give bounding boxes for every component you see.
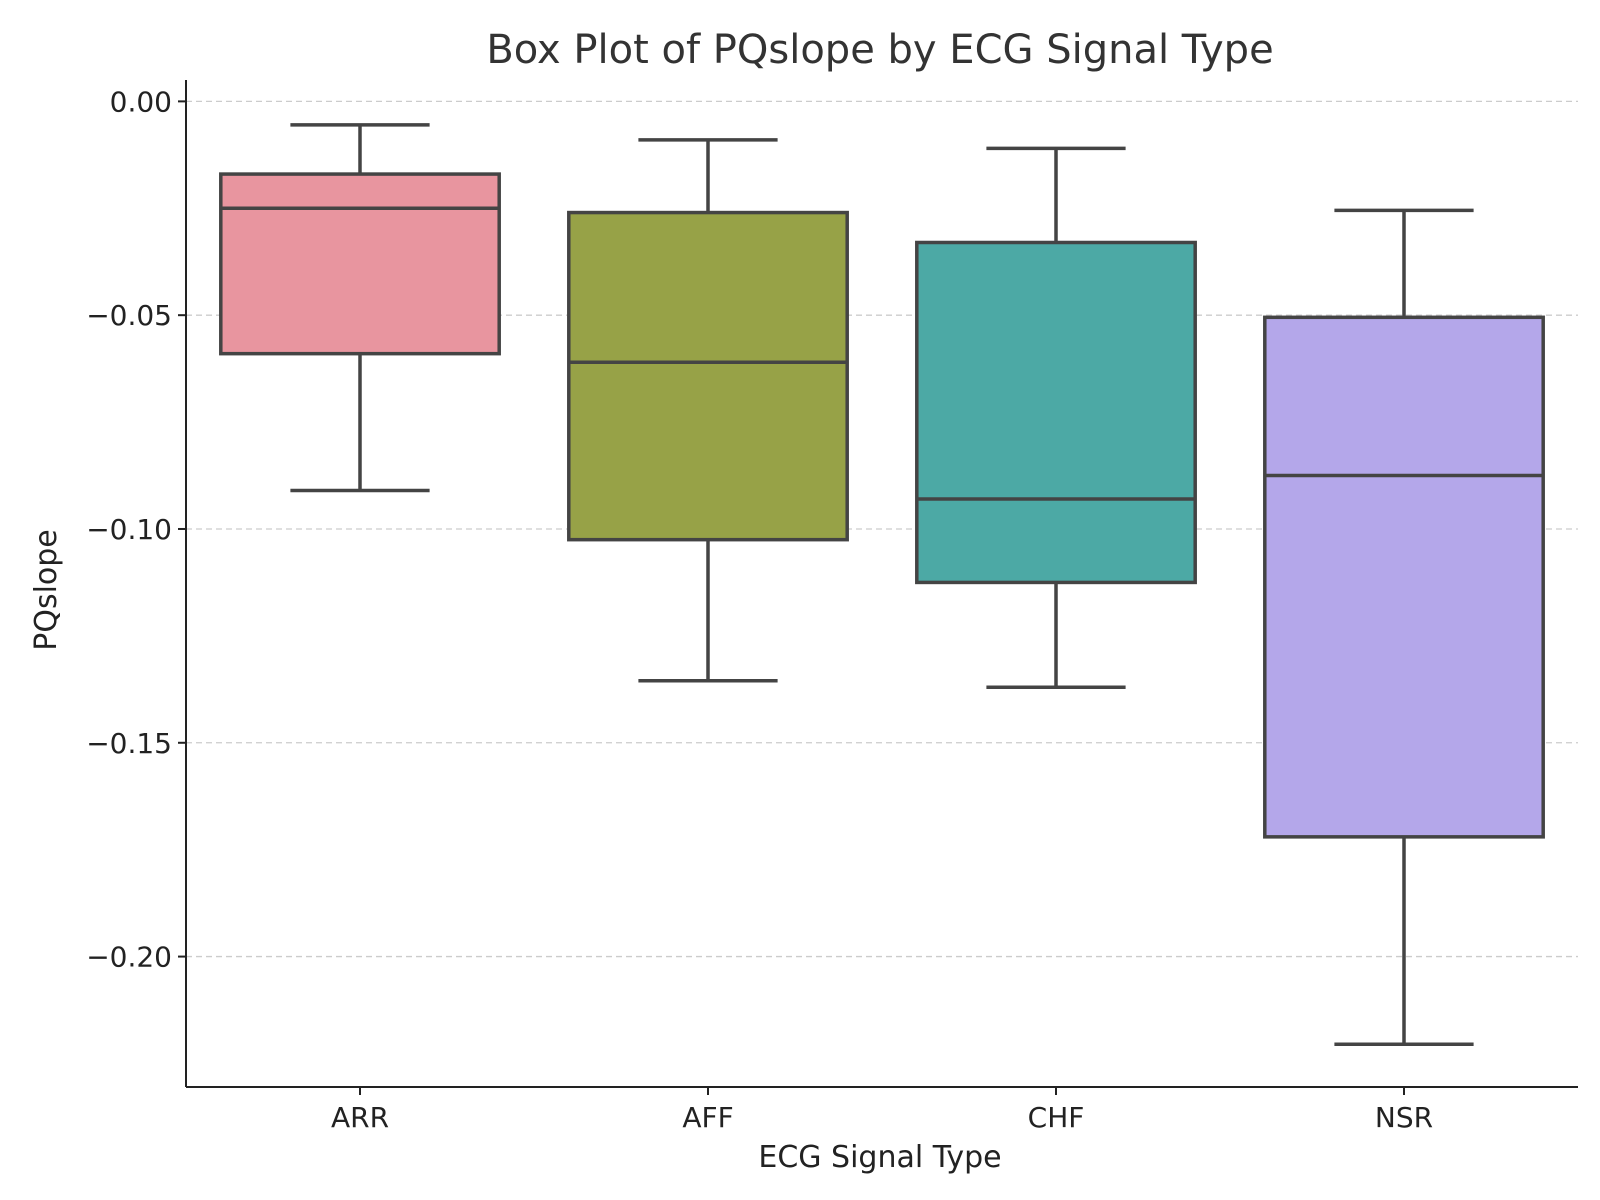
box-group-aff <box>567 138 849 683</box>
y-axis-label: PQslope <box>29 529 64 651</box>
axis-layer <box>185 80 1578 1088</box>
y-tick-label: 0.00 <box>110 85 172 118</box>
box-group-chf <box>915 146 1197 689</box>
y-tick-label: −0.05 <box>86 299 172 332</box>
tick-layer: 0.00 −0.05 −0.10 −0.15 −0.20 ARR AFF CHF NSR <box>86 85 1433 1134</box>
y-tick-label: −0.10 <box>86 513 172 546</box>
x-tick-label: NSR <box>1375 1101 1433 1134</box>
box-nsr <box>1263 315 1545 839</box>
y-tick-label: −0.15 <box>86 727 172 760</box>
box-layer <box>219 123 1545 1046</box>
x-tick-label: CHF <box>1028 1101 1085 1134</box>
box-group-nsr <box>1263 208 1545 1046</box>
box-aff <box>567 210 849 542</box>
box-arr <box>219 172 501 356</box>
y-tick-label: −0.20 <box>86 941 172 974</box>
x-tick-label: ARR <box>331 1101 389 1134</box>
box-chf <box>915 240 1197 585</box>
chart-title: Box Plot of PQslope by ECG Signal Type <box>486 27 1273 73</box>
x-tick-label: AFF <box>682 1101 733 1134</box>
box-group-arr <box>219 123 501 493</box>
x-axis-label: ECG Signal Type <box>758 1140 1001 1175</box>
